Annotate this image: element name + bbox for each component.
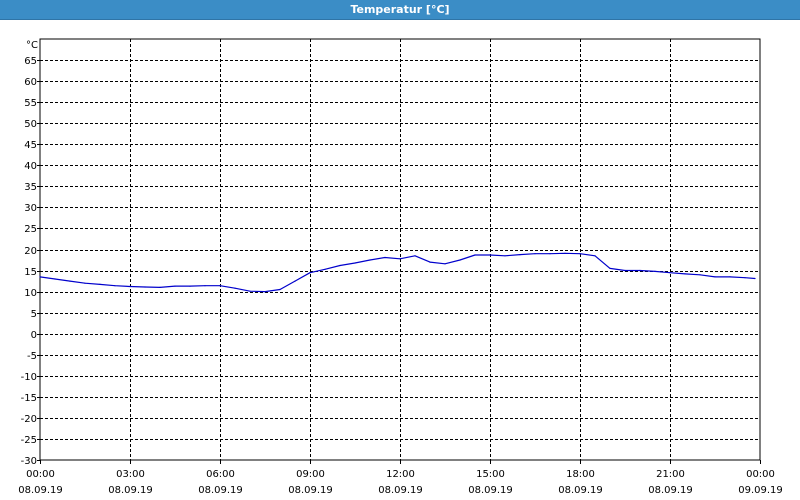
y-tick-label: 30: [24, 203, 37, 214]
x-tick-time-label: 09:00: [296, 469, 325, 480]
y-tick-label: 45: [24, 140, 37, 151]
y-tick-label: 0: [31, 330, 37, 341]
y-tick-label: -10: [21, 372, 37, 383]
x-tick-date-label: 08.09.19: [558, 485, 603, 496]
data-point: [684, 273, 686, 275]
data-point: [219, 285, 221, 287]
x-tick-date-label: 08.09.19: [648, 485, 693, 496]
data-point: [754, 277, 756, 280]
data-point: [564, 252, 566, 254]
data-point: [594, 255, 596, 257]
data-point: [54, 278, 56, 280]
data-point: [624, 269, 626, 272]
y-tick-label: 35: [24, 182, 37, 193]
data-point: [654, 270, 656, 272]
data-point: [189, 285, 191, 287]
data-point: [354, 262, 356, 264]
y-tick-label: -20: [21, 414, 37, 425]
x-tick-time-label: 00:00: [746, 469, 775, 480]
y-tick-label: -5: [27, 351, 37, 362]
data-point: [279, 288, 281, 291]
x-tick-date-label: 08.09.19: [198, 485, 243, 496]
data-point: [339, 264, 341, 267]
x-tick-time-label: 21:00: [656, 469, 685, 480]
data-point: [414, 255, 416, 257]
data-point: [489, 254, 491, 256]
x-tick-date-label: 08.09.19: [18, 485, 63, 496]
data-point: [99, 283, 101, 285]
x-tick-date-label: 09.09.19: [738, 485, 783, 496]
y-axis-unit-label: °C: [26, 40, 38, 51]
y-tick-label: -30: [21, 456, 37, 467]
data-point: [204, 285, 206, 287]
y-tick-label: 60: [24, 77, 37, 88]
y-tick-label: 5: [31, 309, 37, 320]
data-point: [519, 254, 521, 256]
x-tick-time-label: 12:00: [386, 469, 415, 480]
data-point: [399, 258, 401, 260]
data-point: [459, 259, 461, 261]
data-point: [309, 272, 311, 274]
y-tick-label: 40: [24, 161, 37, 172]
y-tick-label: 15: [24, 267, 37, 278]
data-point: [444, 263, 446, 265]
data-point: [114, 285, 116, 287]
y-tick-label: -15: [21, 393, 37, 404]
data-point: [474, 254, 476, 256]
data-point: [384, 256, 386, 259]
data-point: [609, 267, 611, 269]
data-point: [249, 290, 251, 292]
data-point: [699, 274, 701, 276]
x-tick-time-label: 06:00: [206, 469, 235, 480]
data-point: [324, 268, 326, 270]
data-point: [174, 285, 176, 287]
data-point: [579, 253, 581, 255]
data-point: [669, 272, 671, 274]
data-point: [159, 286, 161, 288]
data-point: [744, 277, 746, 279]
data-point: [84, 282, 86, 284]
y-tick-label: 10: [24, 288, 37, 299]
chart-title: Temperatur [°C]: [0, 0, 800, 20]
y-tick-label: 25: [24, 224, 37, 235]
y-tick-label: 20: [24, 246, 37, 257]
data-point: [234, 287, 236, 289]
data-point: [294, 280, 296, 282]
data-point: [129, 285, 131, 288]
x-tick-time-label: 18:00: [566, 469, 595, 480]
data-point: [69, 280, 71, 282]
y-tick-label: 55: [24, 98, 37, 109]
data-point: [264, 291, 266, 293]
data-point: [639, 269, 641, 272]
x-tick-time-label: 03:00: [116, 469, 145, 480]
x-tick-date-label: 08.09.19: [468, 485, 513, 496]
x-tick-time-label: 15:00: [476, 469, 505, 480]
data-point: [369, 259, 371, 261]
data-point: [504, 255, 506, 257]
x-tick-time-label: 00:00: [26, 469, 55, 480]
data-point: [429, 261, 431, 263]
y-tick-label: 65: [24, 56, 37, 67]
data-point: [534, 253, 536, 255]
data-point: [714, 276, 716, 278]
data-point: [39, 276, 41, 278]
y-tick-label: 50: [24, 119, 37, 130]
data-point: [144, 286, 146, 288]
y-tick-label: -25: [21, 435, 37, 446]
x-tick-date-label: 08.09.19: [288, 485, 333, 496]
x-tick-date-label: 08.09.19: [378, 485, 423, 496]
data-point: [729, 276, 731, 278]
data-point: [549, 253, 551, 255]
x-tick-date-label: 08.09.19: [108, 485, 153, 496]
